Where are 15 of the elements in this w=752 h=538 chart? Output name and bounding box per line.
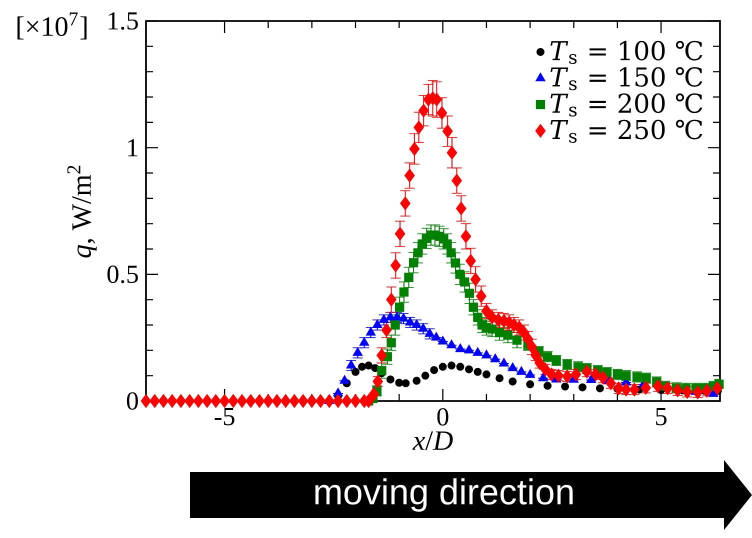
legend-label: T$_{s}$ = 100 ℃ <box>550 40 702 64</box>
legend-label: T$_{s}$ = 150 ℃ <box>550 67 702 90</box>
x-tick-label: -5 <box>214 408 234 426</box>
y-tick-label: 0.5 <box>107 266 138 284</box>
y-tick-label: 1 <box>128 139 138 156</box>
y-axis-title: q, W/m$^{2}$ <box>67 166 97 258</box>
x-axis-title: x/D <box>412 431 453 450</box>
text: [×10$^{7}$] <box>17 12 87 40</box>
legend-label: T$_{s}$ = 200 ℃ <box>550 93 702 117</box>
y-tick-label: 1.5 <box>108 12 138 30</box>
text: moving direction <box>315 478 573 512</box>
x-tick-label: 0 <box>437 408 448 426</box>
x-tick-label: 5 <box>656 408 667 426</box>
y-tick-label: 0 <box>126 392 138 410</box>
legend-label: T$_{s}$ = 250 ℃ <box>550 120 702 143</box>
